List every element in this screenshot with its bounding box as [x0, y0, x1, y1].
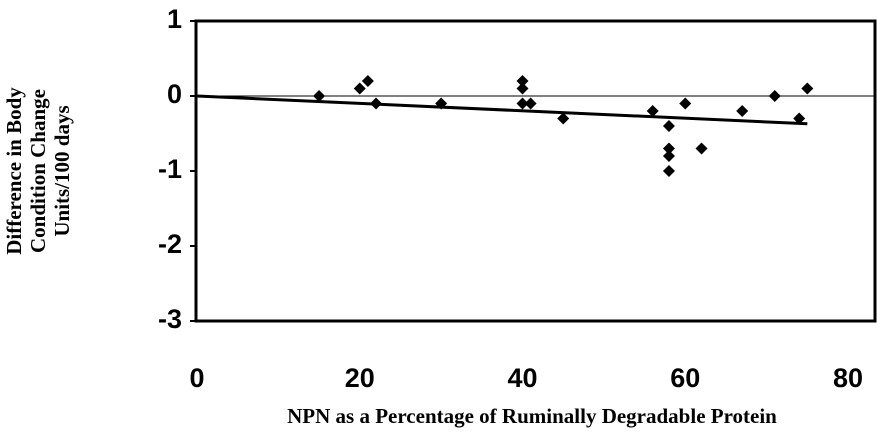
y-axis-title: Difference in Body Condition Change Units/…	[2, 87, 74, 255]
point	[662, 120, 675, 132]
y-axis-title-line: Difference in Body	[2, 87, 26, 255]
point	[557, 112, 570, 125]
point	[662, 142, 675, 155]
point	[646, 105, 659, 117]
point	[516, 75, 529, 87]
x-tick-label: 0	[189, 363, 204, 393]
x-axis-title: NPN as a Percentage of Ruminally Degrada…	[287, 404, 777, 428]
x-tick-label: 20	[345, 363, 375, 393]
point	[662, 150, 675, 162]
y-tick-label: -1	[158, 154, 182, 184]
point	[516, 97, 529, 110]
point	[361, 75, 374, 87]
point	[313, 90, 326, 102]
y-axis-title-line: Units/100 days	[50, 105, 74, 236]
y-tick-label: 0	[167, 79, 182, 109]
point	[801, 82, 814, 95]
point	[695, 142, 708, 155]
x-tick-label: 40	[507, 363, 537, 393]
point	[435, 97, 448, 110]
y-tick-label: -2	[158, 229, 182, 259]
plot-frame	[194, 19, 877, 323]
x-tick-label: 80	[833, 363, 863, 393]
trend-line	[196, 94, 808, 126]
point	[353, 82, 366, 95]
point	[793, 112, 806, 125]
point	[679, 97, 692, 110]
point	[768, 90, 781, 102]
y-tick-label: -3	[158, 304, 182, 334]
x-tick-label: 60	[670, 363, 700, 393]
y-axis-title-line: Condition Change	[26, 89, 50, 253]
point	[516, 82, 529, 95]
point	[736, 105, 749, 117]
point	[662, 165, 675, 177]
point	[370, 97, 383, 110]
point	[524, 97, 537, 110]
y-tick-label: 1	[167, 4, 182, 34]
